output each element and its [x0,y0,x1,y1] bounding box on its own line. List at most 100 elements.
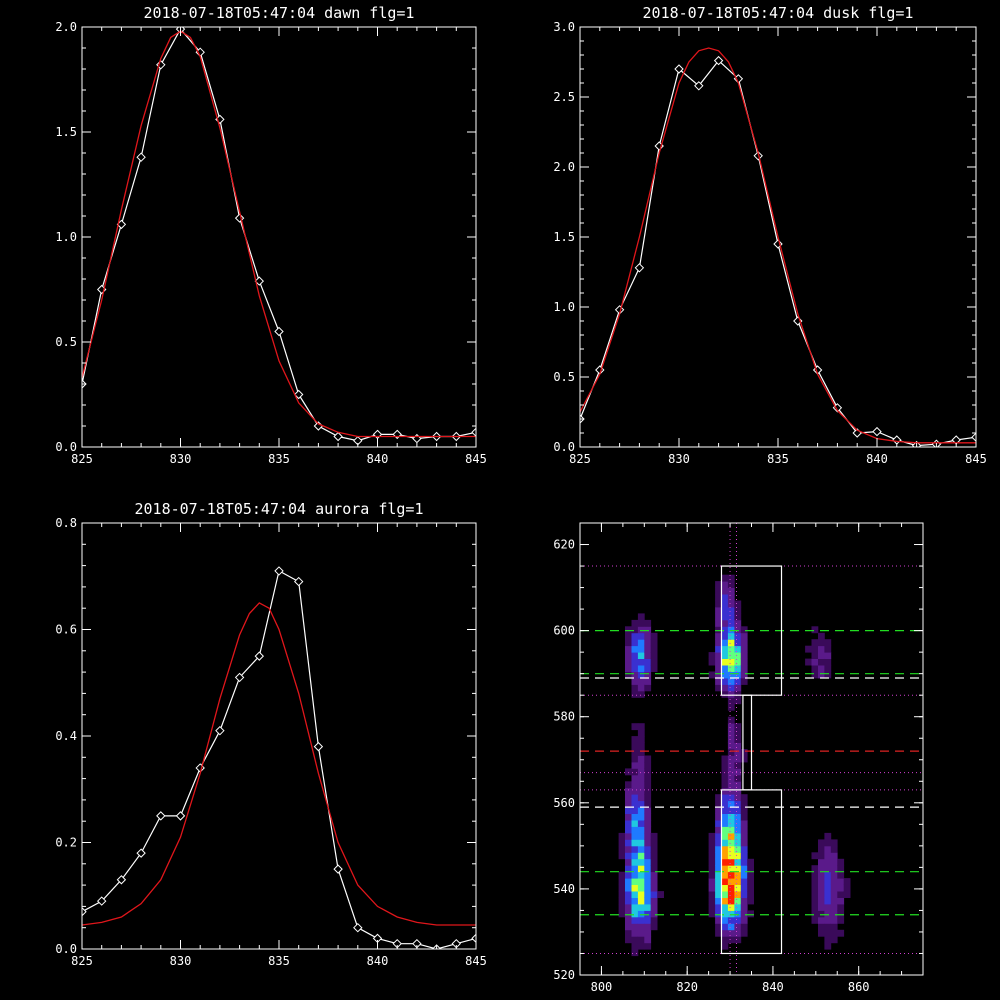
heatmap-cell [637,820,645,827]
heatmap-cell [715,658,722,666]
heatmap-cell [625,807,632,814]
heatmap-cell [818,839,825,847]
heatmap-cell [811,910,819,918]
heatmap-cell [734,671,742,679]
heatmap-cell [715,916,722,924]
heatmap-cell [637,904,645,911]
heatmap-cell [644,858,652,866]
heatmap-cell [708,839,716,847]
heatmap-cell [727,929,735,937]
heatmap-cell [734,613,742,621]
heatmap-cell [727,858,735,866]
heatmap-cell [818,891,825,898]
heatmap-cell [824,910,832,918]
heatmap-cell [715,639,722,647]
heatmap-cell [625,781,632,789]
heatmap-cell [715,807,722,814]
heatmap-cell [721,690,729,698]
heatmap-cell [644,619,652,627]
heatmap-cell [721,904,729,911]
data-point-diamond [471,427,476,438]
plot-frame [81,26,477,448]
heatmap-cell [644,768,652,776]
heatmap-cell [824,884,832,892]
heatmap-cell [824,658,832,666]
heatmap-cell [644,813,652,821]
heatmap-cell [727,781,735,789]
heatmap-cell [818,665,825,672]
plot-frame [81,522,477,950]
heatmap-cell [637,632,645,640]
heatmap-cell [637,910,645,918]
heatmap-cell [715,613,722,621]
heatmap-cell [715,645,722,653]
heatmap-cell [644,665,652,672]
heatmap-cell [637,813,645,821]
heatmap-cell [843,884,851,892]
heatmap-cell [637,665,645,672]
heatmap-cell [734,923,742,931]
heatmap-cell [721,755,729,763]
heatmap-cell [637,755,645,763]
heatmap-cell [637,690,645,698]
heatmap-cell [837,865,845,873]
data-point-diamond [96,896,107,906]
heatmap-cell [824,929,832,937]
data-point-diamond [333,431,343,442]
heatmap-cell [618,884,626,892]
x-tick-label: 835 [268,452,290,466]
heatmap-cell [747,891,754,898]
x-tick-label: 840 [367,452,389,466]
heatmap-cell [727,871,735,879]
heatmap-cell [637,768,645,776]
heatmap-cell [650,658,658,666]
heatmap-cell [631,645,639,653]
fit-curve-line [580,47,976,444]
heatmap-cell [618,891,626,898]
heatmap-cell [830,891,838,898]
heatmap-cell [818,904,825,911]
heatmap-cell [824,897,832,905]
heatmap-cell [805,658,812,666]
heatmap-cell [650,652,658,659]
heatmap-cell [625,852,632,860]
heatmap-cell [637,645,645,653]
heatmap-cell [715,832,722,840]
heatmap-cell [721,871,729,879]
heatmap-cell [734,652,742,659]
heatmap-cell [818,845,825,853]
heatmap-cell [824,645,832,653]
heatmap-cell [727,626,735,634]
data-point-diamond [353,922,363,933]
x-tick-label: 840 [367,954,389,968]
heatmap-cell [631,852,639,860]
heatmap-cell [715,820,722,827]
heatmap-cell [708,658,716,666]
heatmap-cell [631,723,639,731]
heatmap-cell [644,884,652,892]
y-tick-label: 0.0 [553,440,575,454]
heatmap-cell [708,865,716,873]
heatmap-cell [625,878,632,885]
x-tick-label: 840 [866,452,888,466]
heatmap-cell [721,845,729,853]
heatmap-cell [631,942,639,950]
heatmap-cell [727,574,735,582]
heatmap-cell [740,678,748,685]
heatmap-cell [811,878,819,885]
y-tick-label: 580 [553,710,575,724]
heatmap-cell [708,910,716,918]
heatmap-cell [727,897,735,905]
heatmap-cell [631,845,639,853]
heatmap-cell [734,794,742,802]
heatmap-cell [811,645,819,653]
heatmap-cell [715,813,722,821]
heatmap-cell [715,794,722,802]
y-tick-label: 620 [553,538,575,552]
heatmap-cell [721,626,729,634]
heatmap-cell [721,820,729,827]
heatmap-cell [637,781,645,789]
data-point-diamond [333,864,343,874]
heatmap-cell [740,800,748,808]
heatmap-cell [721,645,729,653]
